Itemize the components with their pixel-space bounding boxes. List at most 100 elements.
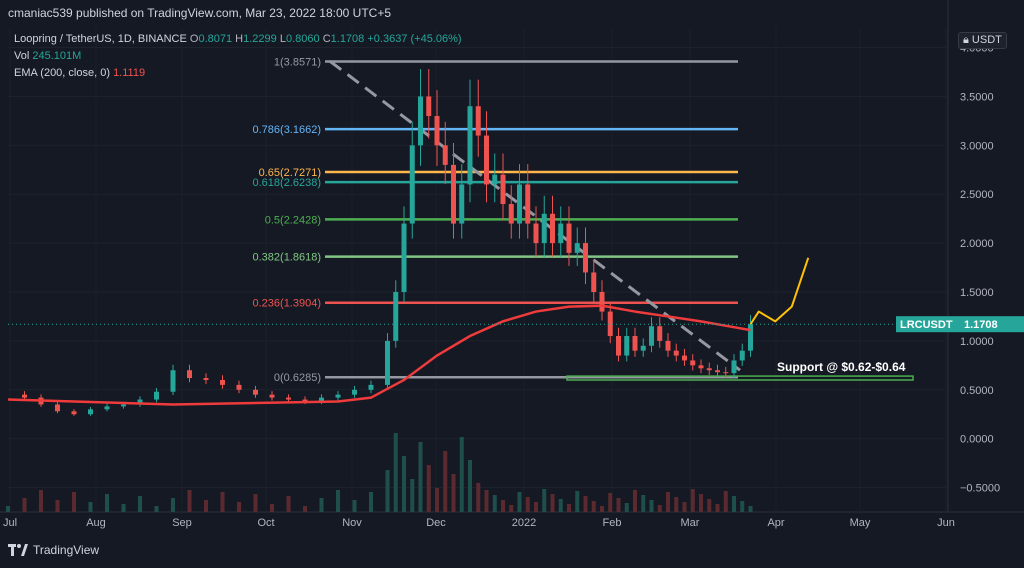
fib-level-label: 0.65(2.7271) bbox=[259, 167, 321, 179]
candle-body bbox=[566, 223, 572, 253]
volume-value: 245.101M bbox=[32, 50, 82, 62]
candle-body bbox=[385, 340, 390, 385]
y-tick-label: 3.5000 bbox=[960, 91, 994, 103]
volume-bar bbox=[492, 495, 497, 512]
low-value: 0.8060 bbox=[285, 33, 320, 45]
fib-level-label: 0.5(2.2428) bbox=[265, 214, 321, 226]
symbol-legend: Loopring / TetherUS, 1D, BINANCE O0.8071… bbox=[14, 33, 462, 45]
volume-bar bbox=[715, 504, 720, 512]
candle-body bbox=[492, 174, 498, 185]
y-tick-label: 2.5000 bbox=[960, 189, 994, 201]
candle-body bbox=[220, 380, 225, 385]
x-tick-label: Feb bbox=[603, 517, 622, 529]
volume-bar bbox=[459, 437, 464, 512]
y-tick-label: 0.0000 bbox=[960, 434, 994, 446]
candle-body bbox=[236, 384, 242, 390]
volume-bar bbox=[237, 502, 241, 512]
candle-body bbox=[319, 397, 324, 402]
volume-bar bbox=[6, 506, 10, 512]
brand-bar: TradingView bbox=[8, 543, 99, 557]
currency-button[interactable]: 🔒︎ USDT bbox=[958, 32, 1007, 49]
volume-bar bbox=[336, 490, 340, 512]
volume-bar bbox=[369, 492, 373, 512]
candle-body bbox=[723, 372, 729, 374]
x-tick-label: Jun bbox=[937, 517, 955, 529]
close-label: C bbox=[322, 33, 331, 45]
candle-body bbox=[71, 411, 77, 415]
ema-line bbox=[7, 304, 751, 406]
candle-body bbox=[541, 213, 547, 244]
candle-body bbox=[525, 184, 531, 224]
candle-body bbox=[649, 326, 654, 346]
volume-bar bbox=[468, 460, 472, 512]
candle-body bbox=[434, 116, 440, 146]
volume-bar bbox=[121, 504, 126, 512]
volume-bar bbox=[88, 502, 93, 512]
price-tag-bg bbox=[896, 316, 1024, 333]
volume-label: Vol bbox=[14, 50, 30, 62]
price-tag-value: 1.1708 bbox=[964, 319, 998, 331]
volume-bar bbox=[641, 495, 646, 512]
candle-body bbox=[484, 135, 489, 185]
volume-bar bbox=[748, 506, 753, 512]
high-value: 1.2299 bbox=[243, 33, 277, 45]
volume-bar bbox=[608, 493, 613, 512]
ema-label: EMA (200, close, 0) bbox=[14, 67, 110, 79]
x-tick-label: Oct bbox=[257, 517, 274, 529]
candle-body bbox=[22, 394, 27, 398]
volume-bar bbox=[171, 498, 175, 512]
candle-body bbox=[657, 326, 663, 341]
candle-body bbox=[170, 370, 176, 392]
candle-body bbox=[475, 106, 481, 136]
candle-body bbox=[673, 350, 679, 356]
candle-body bbox=[187, 370, 192, 379]
x-tick-label: Sep bbox=[172, 517, 192, 529]
x-tick-label: Nov bbox=[342, 517, 362, 529]
x-tick-label: Aug bbox=[86, 517, 106, 529]
price-tag-symbol: LRCUSDT bbox=[900, 319, 953, 331]
volume-bar bbox=[39, 490, 43, 512]
open-label: O bbox=[189, 33, 199, 45]
brand-name: TradingView bbox=[33, 543, 100, 557]
low-label: L bbox=[279, 33, 286, 45]
volume-bar bbox=[649, 500, 654, 512]
candle-body bbox=[154, 391, 159, 400]
volume-bar bbox=[575, 491, 580, 512]
candle-body bbox=[467, 106, 473, 185]
volume-bar bbox=[253, 494, 258, 512]
volume-bar bbox=[550, 494, 555, 512]
candle-body bbox=[715, 370, 720, 373]
candle-body bbox=[748, 324, 753, 351]
candle-body bbox=[517, 184, 522, 224]
volume-bar bbox=[732, 496, 736, 512]
candle-body bbox=[682, 355, 687, 361]
candle-body bbox=[624, 336, 630, 356]
volume-legend: Vol 245.101M bbox=[14, 50, 81, 62]
downtrend-line bbox=[329, 60, 741, 372]
volume-bar bbox=[426, 465, 431, 512]
volume-bar bbox=[187, 490, 192, 512]
candle-body bbox=[698, 365, 704, 369]
y-tick-label: 1.5000 bbox=[960, 287, 994, 299]
open-value: 0.8071 bbox=[198, 33, 233, 45]
candle-body bbox=[739, 350, 745, 361]
volume-bar bbox=[591, 501, 596, 512]
volume-bar bbox=[319, 498, 324, 512]
volume-bar bbox=[286, 496, 291, 512]
candle-body bbox=[368, 384, 374, 390]
candle-body bbox=[731, 360, 737, 374]
volume-bar bbox=[418, 442, 423, 512]
ema-value: 1.1119 bbox=[113, 67, 146, 79]
x-tick-label: Mar bbox=[681, 517, 700, 529]
candle-body bbox=[665, 340, 671, 351]
volume-bar bbox=[72, 492, 76, 512]
candle-body bbox=[508, 204, 514, 224]
volume-bar bbox=[567, 504, 571, 512]
candle-body bbox=[558, 223, 564, 244]
volume-bar bbox=[534, 502, 538, 512]
volume-bar bbox=[666, 492, 670, 512]
volume-bar bbox=[699, 494, 703, 512]
high-label: H bbox=[235, 33, 244, 45]
